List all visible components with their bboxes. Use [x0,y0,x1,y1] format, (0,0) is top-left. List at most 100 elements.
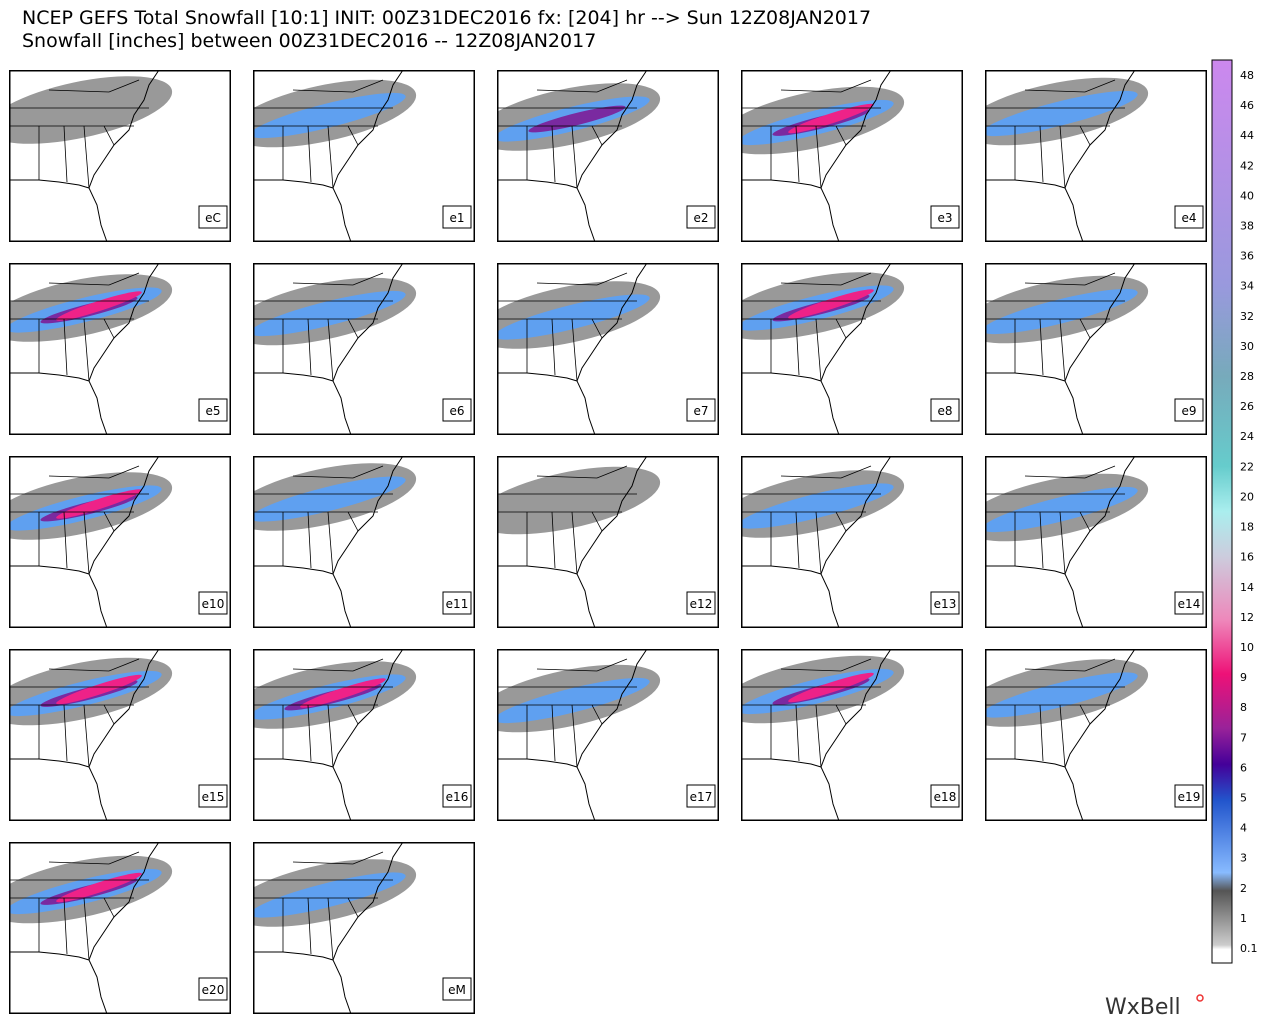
panel-label: e14 [1178,597,1201,611]
label-box [1174,205,1204,229]
map-panel: e14 [985,456,1207,628]
state-lines [9,272,149,382]
map-panel: e5 [9,263,231,435]
state-lines [9,79,149,189]
state-lines [9,851,149,961]
panel-border [9,70,231,242]
panel-border [497,649,719,821]
map-panel: e19 [985,649,1207,821]
state-lines [9,465,149,575]
label-box [198,784,228,808]
colorbar-label: 18 [1240,521,1254,534]
panel-label: e1 [449,211,464,225]
colorbar-label: 5 [1240,791,1247,804]
snow-light [497,466,661,535]
coastline [985,70,1136,242]
map-panel: e6 [253,263,475,435]
state-lines [985,79,1125,189]
map-panel: e1 [253,70,475,242]
snow-extreme [56,291,142,321]
map-panel: e13 [741,456,963,628]
colorbar-label: 10 [1240,641,1254,654]
colorbar [1211,59,1233,964]
panel-border [985,70,1207,242]
label-box [686,205,716,229]
panel-label: e4 [1181,211,1196,225]
colorbar-label: 42 [1240,159,1254,172]
snow-moderate [497,294,650,340]
state-lines [497,79,637,189]
panel-border [497,263,719,435]
map-panel: e10 [9,456,231,628]
colorbar-label: 24 [1240,430,1254,443]
panel-label: e3 [937,211,952,225]
panel-label: e8 [937,404,952,418]
coastline [253,649,404,821]
panel-border [253,842,475,1014]
map-panel: e2 [497,70,719,242]
panel-label: e5 [205,404,220,418]
coastline [253,70,404,242]
panel-label: e9 [1181,404,1196,418]
coastline [497,263,648,435]
state-lines [985,272,1125,382]
panel-label: e16 [446,790,469,804]
snow-moderate [253,92,406,139]
label-box [442,205,472,229]
map-panel: e3 [741,70,963,242]
label-box [442,591,472,615]
coastline [497,70,648,242]
panel-border [497,456,719,628]
colorbar-label: 4 [1240,822,1247,835]
label-box [442,398,472,422]
state-lines [741,658,881,768]
panel-label: e2 [693,211,708,225]
coastline [497,649,648,821]
state-lines [985,658,1125,768]
panel-border [253,70,475,242]
label-box [1174,784,1204,808]
label-box [442,977,472,1001]
colorbar-label: 22 [1240,460,1254,473]
colorbar-label: 40 [1240,189,1254,202]
colorbar-label: 48 [1240,69,1254,82]
snow-moderate [985,486,1138,533]
map-panel: e15 [9,649,231,821]
map-panel: eM [253,842,475,1014]
label-box [442,784,472,808]
label-box [686,398,716,422]
snow-extreme [56,674,142,705]
colorbar-label: 34 [1240,280,1254,293]
colorbar-label: 0.1 [1240,942,1258,955]
map-panel: e20 [9,842,231,1014]
label-box [198,398,228,422]
state-lines [253,465,393,575]
label-box [1174,591,1204,615]
map-panel: e16 [253,649,475,821]
coastline [985,263,1136,435]
logo-dot [1196,994,1204,1002]
coastline [741,70,892,242]
panel-label: eC [205,211,221,225]
colorbar-label: 2 [1240,882,1247,895]
state-lines [497,658,637,768]
panel-border [741,649,963,821]
panel-border [497,70,719,242]
panel-label: e18 [934,790,957,804]
label-box [686,591,716,615]
title: NCEP GEFS Total Snowfall [10:1] INIT: 00… [22,7,871,29]
snow-extreme [788,289,874,319]
coastline [497,456,648,628]
colorbar-label: 1 [1240,912,1247,925]
coastline [741,649,892,821]
coastline [985,649,1136,821]
label-box [198,977,228,1001]
panel-border [253,263,475,435]
coastline [253,842,404,1014]
panel-label: eM [448,983,466,997]
coastline [253,263,404,435]
map-panel: e18 [741,649,963,821]
colorbar-label: 32 [1240,310,1254,323]
state-lines [741,79,881,189]
colorbar-label: 28 [1240,370,1254,383]
